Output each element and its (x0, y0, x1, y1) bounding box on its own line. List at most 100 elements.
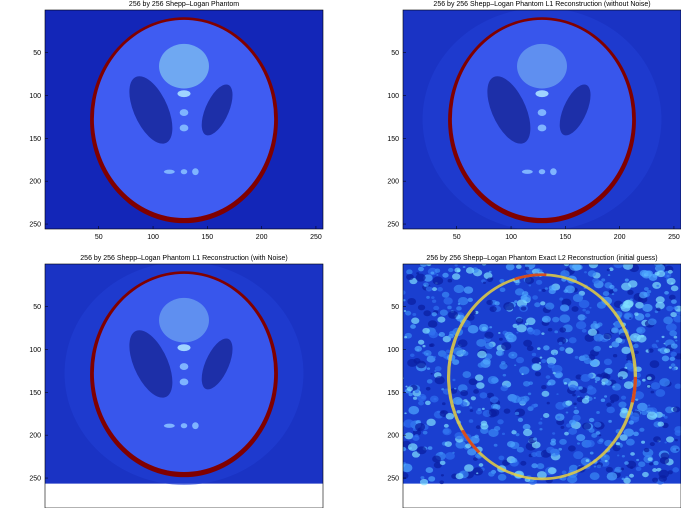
noise (488, 429, 498, 437)
noise (578, 386, 582, 390)
panel (403, 8, 681, 231)
x-tick-label: 100 (147, 234, 159, 241)
noise (564, 289, 569, 293)
noise (430, 343, 435, 347)
noise (559, 342, 563, 345)
noise (671, 285, 679, 291)
noise (539, 289, 542, 291)
noise (669, 330, 677, 336)
noise (668, 470, 673, 474)
noise (430, 272, 434, 275)
noise (482, 408, 485, 410)
noise (606, 467, 613, 473)
noise (574, 407, 576, 409)
x-tick-label: 200 (256, 234, 268, 241)
noise (623, 478, 630, 484)
noise (489, 408, 499, 416)
noise (592, 278, 599, 284)
noise (525, 267, 530, 271)
noise (416, 274, 426, 282)
noise (673, 448, 677, 451)
noise (415, 390, 419, 393)
noise (634, 312, 638, 315)
top-blob (159, 298, 209, 343)
y-tick-label: 50 (33, 50, 41, 57)
noise (421, 396, 426, 400)
noise (528, 392, 531, 395)
noise (670, 312, 676, 317)
noise (625, 278, 629, 281)
noise (606, 403, 611, 407)
noise (603, 291, 609, 296)
noise (577, 442, 580, 444)
noise (601, 372, 609, 378)
image (45, 10, 323, 230)
noise (418, 401, 424, 406)
noise (656, 296, 665, 303)
noise (566, 423, 571, 427)
noise (490, 396, 499, 403)
noise (662, 355, 669, 361)
noise (629, 474, 634, 478)
noise (404, 412, 406, 414)
noise (412, 435, 419, 441)
noise (464, 464, 474, 472)
noise (593, 346, 601, 352)
noise (617, 455, 619, 457)
noise (418, 267, 424, 272)
noise (442, 428, 451, 435)
noise (540, 357, 543, 359)
noise (445, 441, 452, 447)
noise (410, 324, 416, 329)
noise (533, 438, 537, 441)
noise (532, 295, 538, 300)
noise (608, 274, 610, 276)
noise (463, 266, 466, 268)
noise (671, 299, 677, 304)
noise (604, 359, 612, 365)
noise (582, 354, 589, 360)
noise (644, 448, 650, 452)
noise (569, 385, 577, 391)
noise (651, 391, 655, 394)
noise (656, 340, 659, 342)
noise (616, 442, 620, 445)
noise (443, 297, 452, 304)
noise (559, 347, 564, 351)
noise (576, 321, 586, 329)
noise (546, 447, 555, 454)
dot (181, 423, 188, 428)
y-tick-label: 250 (29, 476, 41, 483)
noise (559, 439, 567, 445)
noise (575, 356, 579, 359)
noise (652, 478, 658, 483)
noise (589, 307, 591, 309)
dot (538, 125, 547, 132)
noise (468, 325, 479, 333)
noise (676, 449, 678, 451)
noise (641, 441, 645, 444)
panel-title: 256 by 256 Shepp–Logan Phantom Exact L2 … (426, 255, 657, 262)
y-tick-label: 250 (387, 222, 399, 229)
noise (478, 363, 485, 368)
noise (422, 328, 430, 334)
noise (642, 472, 649, 477)
noise (630, 452, 635, 456)
noise (440, 309, 448, 315)
noise (572, 393, 576, 396)
noise (671, 343, 678, 348)
noise (422, 345, 425, 347)
dot (539, 169, 546, 174)
noise (633, 344, 639, 348)
noise (548, 467, 557, 474)
noise (584, 271, 587, 273)
noise (633, 432, 639, 436)
noise (667, 278, 676, 285)
noise (431, 296, 434, 299)
y-tick-label: 50 (391, 50, 399, 57)
noise (404, 432, 413, 439)
panel-title: 256 by 256 Shepp–Logan Phantom L1 Recons… (80, 255, 287, 262)
noise (569, 337, 577, 343)
noise (663, 317, 673, 325)
noise (423, 310, 431, 316)
